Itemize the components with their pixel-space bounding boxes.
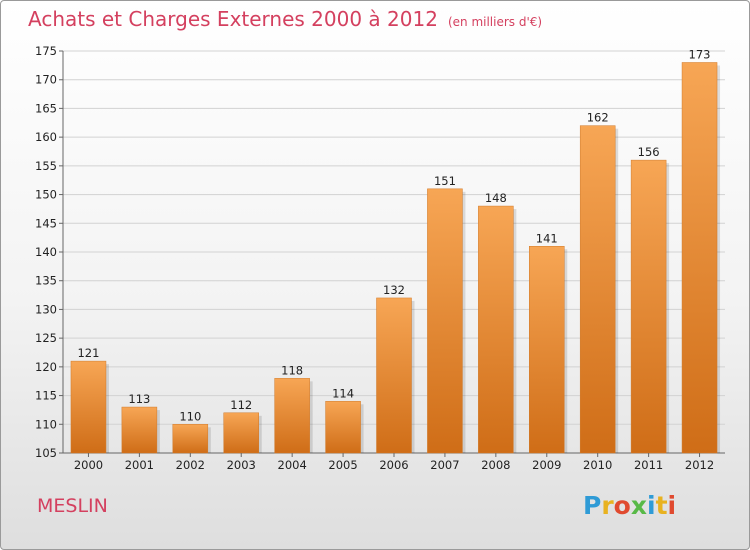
bar-2007 — [427, 188, 463, 454]
logo-letter: i — [667, 491, 677, 520]
bar-value-label: 121 — [77, 346, 99, 360]
logo-letter: x — [630, 491, 647, 520]
y-tick-label: 120 — [35, 360, 57, 374]
x-tick-label: 2005 — [328, 458, 357, 472]
chart-unit: (en milliers d'€) — [447, 15, 543, 29]
bar-2004 — [274, 378, 310, 454]
logo-letter: o — [613, 491, 631, 520]
y-tick-label: 145 — [35, 216, 57, 230]
bar-2001 — [121, 406, 158, 454]
bar-value-label: 151 — [434, 174, 456, 188]
bar-value-label: 113 — [128, 392, 150, 406]
chart-title-text: Achats et Charges Externes 2000 à 2012 — [28, 7, 438, 31]
x-axis: 2000 2001 2002 2003 2004 2005 2006 2007 2008 2009… — [74, 453, 714, 472]
bar-2003 — [223, 412, 259, 454]
logo-letter: r — [601, 491, 614, 520]
bar-2002 — [172, 424, 209, 454]
bars: 121 113 110 112 118 114 132 151 148 141 162 156 173 — [70, 47, 721, 454]
bar-2012 — [681, 62, 718, 454]
y-tick-label: 175 — [35, 44, 57, 58]
bar-value-label: 114 — [332, 386, 354, 400]
logo-letter: P — [583, 491, 602, 520]
place-name: MESLIN — [37, 495, 108, 517]
x-tick-label: 2003 — [227, 458, 256, 472]
y-tick-label: 125 — [35, 331, 57, 345]
bar-2010 — [579, 125, 616, 454]
bar-2009 — [529, 246, 565, 454]
bar-2006 — [376, 297, 412, 454]
bar-value-label: 148 — [485, 191, 507, 205]
bar-value-label: 118 — [281, 363, 303, 377]
x-tick-label: 2001 — [125, 458, 154, 472]
x-tick-label: 2009 — [532, 458, 561, 472]
y-tick-label: 155 — [35, 159, 57, 173]
y-tick-label: 115 — [35, 389, 57, 403]
y-tick-label: 135 — [35, 274, 57, 288]
x-tick-label: 2004 — [278, 458, 307, 472]
y-tick-label: 165 — [35, 101, 57, 115]
chart-title: Achats et Charges Externes 2000 à 2012 (e… — [28, 7, 542, 31]
y-tick-label: 105 — [35, 446, 57, 460]
y-tick-label: 130 — [35, 302, 57, 316]
y-tick-label: 140 — [35, 245, 57, 259]
y-tick-label: 150 — [35, 188, 57, 202]
proxiti-logo: Proxiti — [583, 491, 676, 520]
bar-2008 — [478, 205, 514, 454]
bar-value-label: 132 — [383, 283, 405, 297]
bar-value-label: 173 — [689, 47, 711, 61]
x-tick-label: 2000 — [74, 458, 103, 472]
x-tick-label: 2011 — [634, 458, 663, 472]
x-tick-label: 2010 — [583, 458, 612, 472]
logo-letter: t — [655, 491, 668, 520]
bar-2000 — [70, 360, 107, 454]
bar-value-label: 162 — [587, 111, 609, 125]
x-tick-label: 2006 — [379, 458, 408, 472]
bar-value-label: 156 — [638, 145, 660, 159]
x-tick-label: 2008 — [481, 458, 510, 472]
logo-letter: i — [647, 491, 656, 520]
bar-value-label: 110 — [179, 409, 201, 423]
y-tick-label: 110 — [35, 417, 57, 431]
bar-value-label: 112 — [230, 398, 252, 412]
x-tick-label: 2012 — [685, 458, 714, 472]
x-tick-label: 2002 — [176, 458, 205, 472]
bar-2005 — [325, 401, 361, 454]
bar-value-label: 141 — [536, 231, 558, 245]
bar-2011 — [630, 159, 667, 454]
y-tick-label: 170 — [35, 73, 57, 87]
y-tick-label: 160 — [35, 130, 57, 144]
x-tick-label: 2007 — [430, 458, 459, 472]
